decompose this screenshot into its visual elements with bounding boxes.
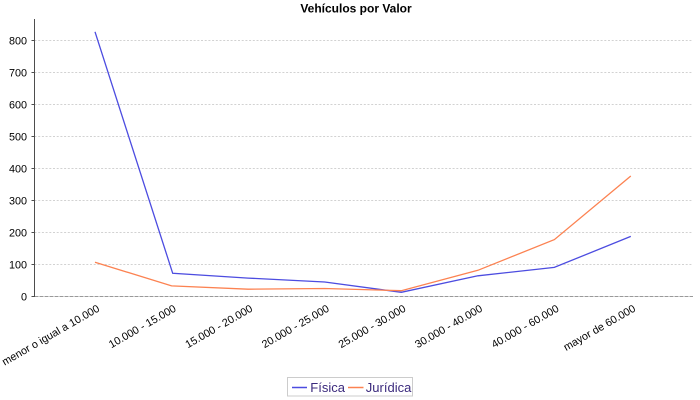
- svg-text:500: 500: [9, 132, 27, 144]
- svg-text:Vehículos por Valor: Vehículos por Valor: [300, 1, 412, 15]
- svg-text:Física: Física: [310, 380, 345, 395]
- svg-text:300: 300: [9, 196, 27, 208]
- svg-text:200: 200: [9, 228, 27, 240]
- svg-text:700: 700: [9, 68, 27, 80]
- svg-text:100: 100: [9, 260, 27, 272]
- svg-text:Jurídica: Jurídica: [366, 380, 412, 395]
- svg-text:800: 800: [9, 36, 27, 48]
- svg-text:400: 400: [9, 164, 27, 176]
- svg-text:0: 0: [21, 292, 27, 304]
- svg-text:600: 600: [9, 100, 27, 112]
